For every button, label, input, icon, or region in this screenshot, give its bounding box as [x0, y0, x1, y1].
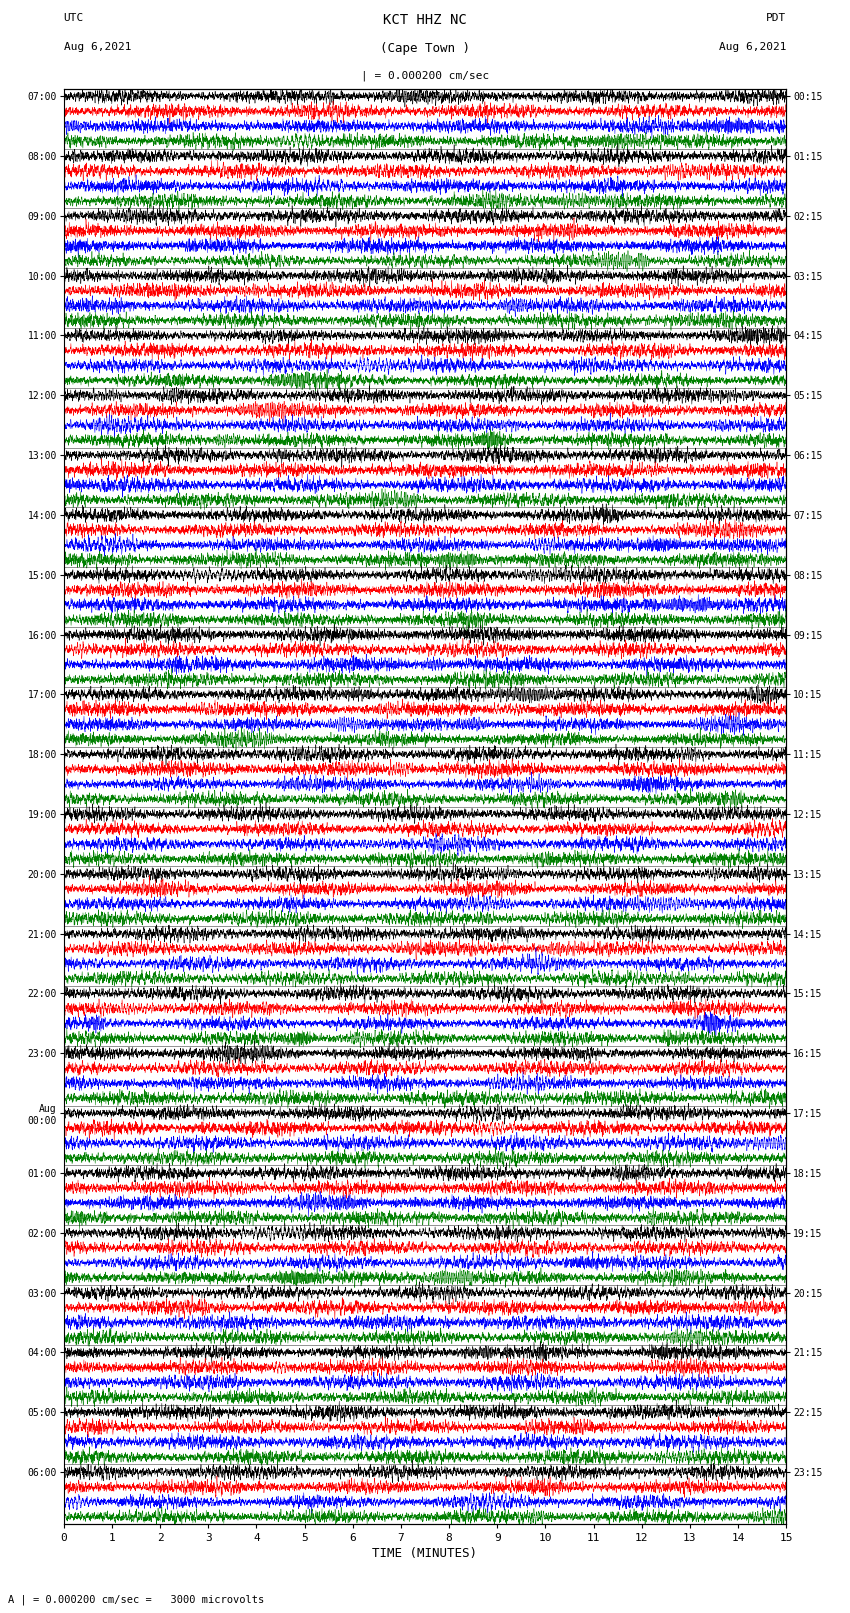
Text: (Cape Town ): (Cape Town )	[380, 42, 470, 55]
Text: Aug 6,2021: Aug 6,2021	[719, 42, 786, 52]
Text: | = 0.000200 cm/sec: | = 0.000200 cm/sec	[361, 71, 489, 82]
Text: A | = 0.000200 cm/sec =   3000 microvolts: A | = 0.000200 cm/sec = 3000 microvolts	[8, 1594, 264, 1605]
Text: Aug 6,2021: Aug 6,2021	[64, 42, 131, 52]
Text: PDT: PDT	[766, 13, 786, 23]
Text: UTC: UTC	[64, 13, 84, 23]
Text: KCT HHZ NC: KCT HHZ NC	[383, 13, 467, 27]
X-axis label: TIME (MINUTES): TIME (MINUTES)	[372, 1547, 478, 1560]
